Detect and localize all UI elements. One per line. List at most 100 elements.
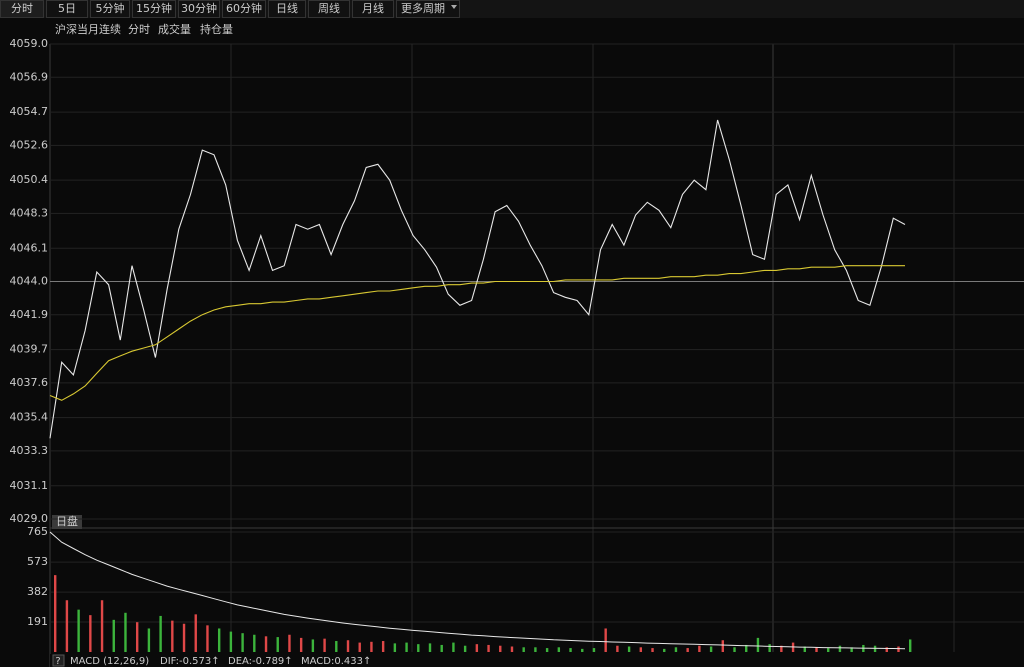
y-tick-label: 4050.4 bbox=[10, 173, 49, 186]
volume-bar bbox=[393, 643, 397, 652]
tab[interactable] bbox=[132, 0, 176, 18]
volume-bar bbox=[873, 645, 877, 652]
volume-bar bbox=[569, 648, 572, 652]
volume-bar bbox=[65, 600, 69, 652]
tab-label[interactable]: 30分钟 bbox=[181, 1, 217, 15]
y-tick-label: 765 bbox=[27, 525, 48, 538]
indicator-menu[interactable]: 成交量 bbox=[158, 22, 191, 36]
volume-bar bbox=[452, 642, 455, 652]
macd-readout: DIF:-0.573↑ bbox=[160, 656, 220, 667]
volume-bar bbox=[54, 575, 57, 652]
volume-bar bbox=[627, 646, 631, 652]
tab-label[interactable]: 更多周期 bbox=[401, 1, 445, 15]
volume-bar bbox=[510, 646, 514, 652]
volume-bar bbox=[709, 646, 713, 652]
volume-bar bbox=[592, 648, 596, 652]
help-label[interactable]: ? bbox=[55, 656, 60, 667]
y-tick-label: 4048.3 bbox=[10, 206, 49, 219]
volume-bar bbox=[253, 634, 256, 652]
tab[interactable] bbox=[308, 0, 350, 18]
volume-bar bbox=[89, 615, 92, 652]
tab[interactable] bbox=[90, 0, 130, 18]
volume-bar bbox=[698, 645, 701, 652]
volume-bar bbox=[100, 600, 104, 652]
y-tick-label: 573 bbox=[27, 555, 48, 568]
volume-bar bbox=[229, 631, 233, 652]
tab[interactable] bbox=[396, 0, 460, 18]
volume-bar bbox=[358, 642, 361, 652]
tab-label[interactable]: 15分钟 bbox=[136, 1, 172, 15]
volume-bar bbox=[686, 648, 689, 652]
tab[interactable] bbox=[268, 0, 306, 18]
volume-bar bbox=[206, 625, 209, 652]
volume-bar bbox=[780, 645, 783, 652]
tab-label[interactable]: 月线 bbox=[362, 1, 384, 15]
tab-label[interactable]: 5日 bbox=[58, 2, 76, 15]
volume-bar bbox=[405, 642, 408, 652]
y-tick-label: 4059.0 bbox=[10, 37, 49, 50]
volume-bar bbox=[545, 648, 549, 652]
volume-bar bbox=[217, 628, 221, 652]
tab-label[interactable]: 5分钟 bbox=[96, 1, 125, 15]
volume-bar bbox=[463, 645, 467, 652]
volume-bar bbox=[604, 628, 607, 652]
volume-bar bbox=[651, 648, 654, 652]
volume-bar bbox=[299, 637, 303, 652]
tab[interactable] bbox=[352, 0, 394, 18]
volume-bar bbox=[838, 645, 842, 652]
volume-bar bbox=[522, 647, 525, 652]
volume-bar bbox=[487, 644, 490, 652]
session-label: 日盘 bbox=[56, 514, 78, 528]
volume-bar bbox=[135, 622, 139, 652]
y-tick-label: 4052.6 bbox=[10, 138, 49, 151]
tab[interactable] bbox=[0, 0, 44, 18]
tab-label[interactable]: 周线 bbox=[318, 1, 340, 15]
macd-readout: DEA:-0.789↑ bbox=[228, 656, 293, 667]
y-tick-label: 4029.0 bbox=[10, 512, 49, 525]
macd-readout: MACD:0.433↑ bbox=[301, 656, 371, 667]
dropdown-arrow[interactable] bbox=[451, 5, 457, 9]
volume-bar bbox=[370, 641, 373, 652]
indicator-menu[interactable]: 分时 bbox=[128, 23, 150, 36]
volume-average-line bbox=[49, 531, 906, 650]
y-tick-label: 4044.0 bbox=[10, 275, 49, 288]
volume-bar bbox=[311, 639, 315, 652]
volume-bar bbox=[182, 623, 186, 652]
volume-bar bbox=[768, 644, 771, 652]
volume-bar bbox=[756, 637, 760, 652]
volume-bar bbox=[346, 640, 350, 652]
tab-label[interactable]: 分时 bbox=[11, 2, 33, 15]
tab-label[interactable]: 60分钟 bbox=[226, 1, 262, 15]
volume-bar bbox=[557, 647, 561, 652]
tab[interactable] bbox=[178, 0, 220, 18]
volume-bar bbox=[534, 647, 537, 652]
volume-bar bbox=[745, 644, 748, 652]
price-line bbox=[49, 265, 905, 401]
help-button[interactable] bbox=[52, 654, 65, 667]
tab[interactable] bbox=[46, 0, 88, 18]
tab-label[interactable]: 日线 bbox=[276, 1, 298, 15]
volume-bar bbox=[733, 647, 736, 652]
volume-bar bbox=[77, 609, 80, 652]
volume-bar bbox=[147, 628, 151, 652]
volume-bar bbox=[815, 647, 818, 652]
volume-bar bbox=[885, 647, 888, 652]
y-tick-label: 4054.7 bbox=[10, 105, 49, 118]
volume-bar bbox=[323, 638, 326, 652]
volume-bar bbox=[475, 644, 479, 652]
volume-bar bbox=[335, 641, 338, 652]
vertical-grid bbox=[49, 44, 1024, 667]
volume-bar bbox=[827, 648, 830, 652]
indicator-menu[interactable]: 持仓量 bbox=[200, 22, 233, 36]
volume-bar bbox=[909, 639, 912, 652]
volume-bar bbox=[194, 614, 197, 652]
volume-bar bbox=[499, 645, 502, 652]
volume-bar bbox=[417, 644, 420, 652]
volume-bar bbox=[241, 633, 244, 652]
volume-bar bbox=[803, 646, 806, 652]
tab[interactable] bbox=[222, 0, 266, 18]
volume-bar bbox=[639, 647, 643, 652]
volume-bar bbox=[850, 647, 853, 652]
